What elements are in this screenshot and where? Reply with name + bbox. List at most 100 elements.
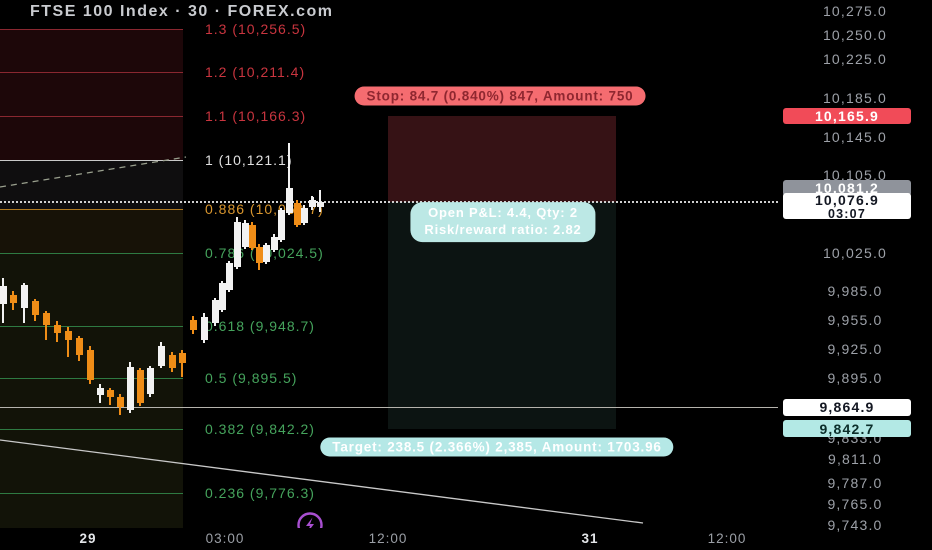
symbol-title[interactable]: FTSE 100 Index · 30 · FOREX.com [30,3,334,20]
risk-reward-line2: Risk/reward ratio: 2.82 [424,222,582,237]
price-tick: 9,955.0 [827,312,883,329]
price-badge-stop[interactable]: 10,165.9 [783,108,911,125]
candle-up [241,222,249,248]
candle-down [136,369,144,404]
current-price-dotted-line [0,201,778,204]
time-axis[interactable]: 29 03:00 12:00 31 12:00 [0,528,932,550]
candle-down [42,313,50,326]
candle-down [116,397,124,407]
price-tick: 9,787.0 [827,474,883,491]
price-badge-target[interactable]: 9,842.7 [783,420,911,438]
candle-up [211,300,219,323]
dashed-guide-line[interactable] [0,156,187,188]
fib-band-0.382 [0,429,183,493]
price-badge-entry[interactable]: 10,081.2 [783,180,911,196]
badge-price: 10,081.2 [814,180,880,196]
fib-band-0.886 [0,209,183,254]
candle-up [20,285,28,309]
candle-wick [67,326,69,357]
badge-price: 9,842.7 [819,420,875,437]
candle-down [106,389,114,398]
time-tick-03:00: 03:00 [205,531,245,546]
fib-line-0.236[interactable] [0,493,183,494]
price-tick: 9,743.0 [827,517,883,534]
fib-band-0.786 [0,253,183,327]
time-tick-12:00: 12:00 [707,531,747,546]
badge-price: 10,165.9 [814,108,880,125]
fib-line-0.886[interactable] [0,209,183,211]
price-tick: 10,275.0 [822,3,888,20]
candle-wick [288,143,290,216]
price-tick: 10,250.0 [822,27,888,44]
fib-label-1.1: 1.1 (10,166.3) [205,108,307,125]
price-badge-current[interactable]: 10,076.9 03:07 [783,191,911,220]
fib-label-0.236: 0.236 (9,776.3) [205,485,315,501]
fib-line-0.618[interactable] [0,326,183,328]
trend-line[interactable] [0,439,644,524]
fib-band-1.2 [0,72,183,117]
candle-up [233,222,241,268]
price-tick: 10,025.0 [822,244,888,261]
fib-label-1.3: 1.3 (10,256.5) [205,20,307,37]
price-tick: 9,811.0 [827,451,883,468]
time-tick-29: 29 [79,531,97,546]
time-tick-31: 31 [581,531,599,546]
candle-down [9,294,17,303]
fib-line-1[interactable] [0,159,183,161]
fib-label-0.618: 0.618 (9,948.7) [205,318,315,335]
drawing-lines-layer [0,156,644,524]
candle-down [255,247,263,263]
fib-line-1.2[interactable] [0,72,183,74]
position-loss-box[interactable] [388,116,616,202]
fib-band-0.236 [0,493,183,528]
time-tick-12:00: 12:00 [368,531,408,546]
fib-band-1.3 [0,28,183,73]
candle-up [157,346,165,366]
candle-up [277,210,285,240]
candle-up [126,366,134,410]
fib-label-0.886: 0.886 (10,069.7) [205,201,324,218]
candle-up [200,317,208,340]
badge-price: 10,076.9 [814,191,880,208]
horizontal-price-line[interactable] [0,407,778,409]
candle-down [64,331,72,340]
price-tick: 9,895.0 [827,370,883,387]
price-tick: 9,765.0 [827,495,883,512]
candle-down [31,300,39,315]
fib-line-1.1[interactable] [0,116,183,118]
candle-up [270,236,278,251]
candle-down [86,349,94,381]
open-pnl-line1: Open P&L: 4.4, Qty: 2 [428,205,578,221]
candle-up [146,368,154,395]
candle-down [168,354,176,369]
candle-down [189,320,197,331]
fib-line-0.786[interactable] [0,253,183,255]
price-tick: 10,225.0 [822,51,888,68]
candle-down [53,325,61,334]
price-tick: 10,105.0 [822,167,888,184]
take-profit-label[interactable]: Target: 238.5 (2.366%) 2,385, Amount: 17… [320,437,674,457]
stop-loss-label[interactable]: Stop: 84.7 (0.840%) 847, Amount: 750 [354,86,646,106]
price-tick: 9,925.0 [827,341,883,358]
fib-label-1.2: 1.2 (10,211.4) [205,64,306,81]
candle-down [75,337,83,355]
chart-plot-area[interactable]: 1.3 (10,256.5) 1.2 (10,211.4) 1.1 (10,166.… [0,0,778,528]
price-axis[interactable]: 10,275.0 10,250.0 10,225.0 10,185.0 10,145.0… [778,0,932,533]
price-tick: 9,985.0 [827,283,883,300]
price-badge-alert[interactable]: 9,864.9 [783,398,911,416]
price-tick: 10,145.0 [822,128,888,145]
candle-up [300,207,308,223]
candle-up [218,282,226,311]
fib-band-1.1 [0,116,183,160]
fib-line-1.3[interactable] [0,28,183,30]
open-pnl-label[interactable]: Open P&L: 4.4, Qty: 2 Risk/reward ratio:… [410,202,596,242]
candle-up [316,202,324,207]
fib-line-0.382[interactable] [0,429,183,431]
instant-order-lightning-icon[interactable] [295,510,325,528]
candle-up [225,262,233,291]
candle-up [285,187,293,213]
fib-label-0.382: 0.382 (9,842.2) [205,421,315,438]
candle-down [248,225,256,248]
candle-wick [45,311,47,340]
